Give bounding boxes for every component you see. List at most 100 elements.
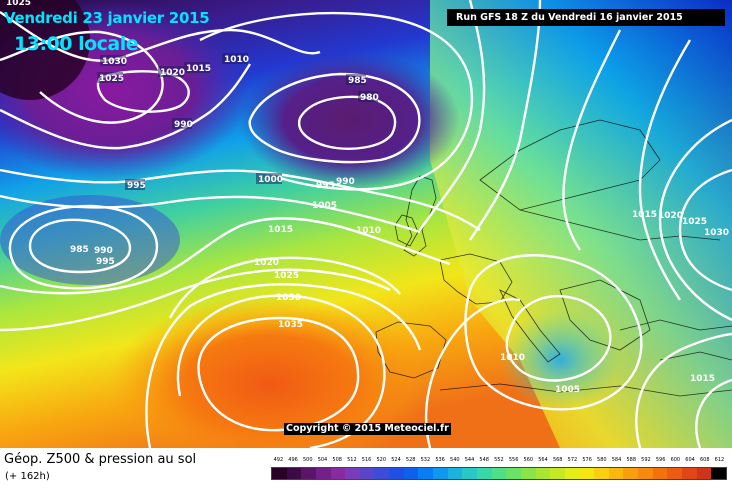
isobar-label: 1000	[258, 175, 283, 185]
scale-tick-label: 520	[376, 457, 387, 463]
color-scale-labels: 492 496 500 504 508 512 516 520 524 528 532 536 540 5…	[271, 455, 727, 465]
scale-tick-label: 516	[361, 457, 372, 463]
scale-swatch	[594, 468, 609, 479]
color-scale-bar	[271, 467, 727, 480]
isobar-label: 990	[94, 246, 113, 256]
scale-swatch	[476, 468, 492, 479]
legend-footer: Géop. Z500 & pression au sol (+ 162h) 49…	[0, 448, 732, 488]
scale-tick-label: 528	[405, 457, 416, 463]
isobar-label: 1020	[160, 68, 185, 78]
scale-tick-label: 584	[611, 457, 622, 463]
mediterranean-low	[500, 310, 620, 410]
scale-tick-label: 544	[464, 457, 475, 463]
isobar-label: 995	[127, 181, 146, 191]
scale-tick-label: 568	[552, 457, 563, 463]
scale-swatch	[506, 468, 521, 479]
scale-swatch	[564, 468, 580, 479]
scale-swatch	[447, 468, 463, 479]
scale-swatch	[345, 468, 360, 479]
scale-tick-label: 532	[420, 457, 431, 463]
azores-high	[110, 295, 430, 448]
isobar-label: 1020	[658, 211, 683, 221]
scale-swatch	[301, 468, 316, 479]
scale-tick-label: 588	[626, 457, 636, 463]
isobar-label: 1025	[6, 0, 31, 8]
scale-swatch	[359, 468, 375, 479]
isobar-label: 985	[70, 245, 89, 255]
isobar-label: 1010	[356, 226, 381, 236]
isobar-label: 1015	[186, 64, 211, 74]
scale-swatch	[315, 468, 331, 479]
isobar-label: 1035	[278, 320, 303, 330]
scale-tick-label: 596	[655, 457, 666, 463]
isobar-label: 1030	[704, 228, 729, 238]
isobar-label: 1015	[690, 374, 715, 384]
scale-tick-label: 560	[523, 457, 534, 463]
scale-swatch	[491, 468, 507, 479]
isobars	[0, 0, 732, 448]
scale-tick-label: 556	[508, 457, 519, 463]
isobar-label: 1015	[268, 225, 293, 235]
scale-tick-label: 604	[685, 457, 695, 463]
scale-swatch	[711, 468, 726, 479]
scale-swatch	[608, 468, 624, 479]
scale-swatch	[623, 468, 639, 479]
scale-tick-label: 496	[288, 457, 298, 463]
isobar-label: 1010	[500, 353, 525, 363]
scale-swatch	[535, 468, 551, 479]
isobar-label: 1030	[276, 293, 301, 303]
scale-swatch	[403, 468, 419, 479]
isobar-label: 995	[316, 181, 335, 191]
scale-swatch	[433, 468, 448, 479]
scale-tick-label: 552	[494, 457, 504, 463]
legend-title: Géop. Z500 & pression au sol	[4, 452, 197, 467]
scale-swatch	[681, 468, 697, 479]
isobar-label: 1020	[254, 258, 279, 268]
scale-swatch	[272, 468, 287, 479]
scale-swatch	[520, 468, 536, 479]
isobar-label: 1010	[224, 55, 249, 65]
scale-tick-label: 508	[332, 457, 342, 463]
scale-tick-label: 580	[597, 457, 607, 463]
isobar-label: 1030	[102, 57, 127, 67]
forecast-time: 13:00 locale	[14, 33, 139, 55]
copyright-label: Copyright © 2015 Meteociel.fr	[284, 423, 451, 435]
scale-tick-label: 612	[714, 457, 725, 463]
scale-swatch	[374, 468, 390, 479]
isobar-label: 985	[348, 76, 367, 86]
weather-map: 1030 1025 1025 1020 1015 1010 990 985 98…	[0, 0, 732, 448]
model-run-label: Run GFS 18 Z du Vendredi 16 janvier 2015	[447, 9, 725, 26]
pressure-map-svg: 1030 1025 1025 1020 1015 1010 990 985 98…	[0, 0, 732, 448]
scale-tick-label: 540	[450, 457, 460, 463]
scale-tick-label: 536	[435, 457, 445, 463]
scale-tick-label: 504	[317, 457, 328, 463]
scale-swatch	[330, 468, 346, 479]
scale-tick-label: 576	[582, 457, 592, 463]
isobar-label: 990	[336, 177, 355, 187]
scale-swatch	[579, 468, 595, 479]
low-north-atlantic	[240, 50, 460, 190]
scale-swatch	[667, 468, 682, 479]
isobar-label: 1015	[632, 210, 657, 220]
scale-swatch	[696, 468, 712, 479]
scale-tick-label: 564	[538, 457, 548, 463]
scale-swatch	[286, 468, 302, 479]
scale-tick-label: 600	[670, 457, 681, 463]
scale-tick-label: 500	[302, 457, 313, 463]
isobar-label: 1025	[682, 217, 707, 227]
scale-swatch	[652, 468, 668, 479]
isobar-label: 1005	[312, 201, 337, 211]
isobar-label: 1005	[555, 385, 580, 395]
scale-tick-label: 492	[273, 457, 284, 463]
scale-tick-label: 512	[347, 457, 357, 463]
isobar-label: 1025	[99, 74, 124, 84]
isobar-label: 995	[96, 257, 115, 267]
isobar-label: 990	[174, 120, 193, 130]
scale-swatch	[418, 468, 434, 479]
isobar-label: 1025	[274, 271, 299, 281]
scale-tick-label: 572	[567, 457, 578, 463]
scale-tick-label: 524	[391, 457, 401, 463]
scale-swatch	[389, 468, 404, 479]
scale-tick-label: 608	[699, 457, 710, 463]
scale-tick-label: 592	[641, 457, 651, 463]
